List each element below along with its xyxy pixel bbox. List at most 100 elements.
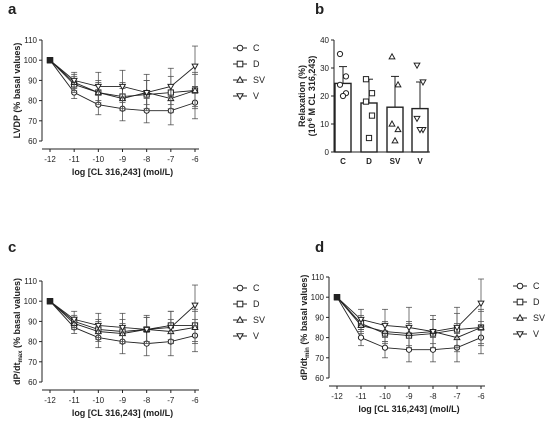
panel-c-legend-label: V (253, 331, 259, 341)
panel-b-category-label: C (340, 157, 346, 166)
panel-a-x-tick-label: -12 (44, 155, 56, 164)
panel-label-c: c (8, 239, 16, 256)
panel-b-data-point (339, 92, 347, 100)
panel-b-y-tick-label: 20 (320, 92, 329, 101)
panel-a-legend-label: V (253, 91, 259, 101)
panel-a-data-point (167, 83, 175, 91)
panel-b-data-point (413, 115, 421, 123)
panel-b-data-point (368, 112, 376, 119)
panel-a-legend-label: D (253, 59, 260, 69)
panel-d-legend-label: SV (533, 313, 545, 323)
panel-c-legend-label: D (253, 299, 260, 309)
panel-d-data-point (357, 334, 365, 341)
panel-a-x-tick-label: -11 (69, 155, 81, 164)
panel-c-x-tick-label: -9 (119, 396, 127, 405)
panel-d-data-point (429, 328, 437, 336)
panel-d-data-point (357, 316, 365, 324)
panel-c-x-tick-label: -8 (143, 396, 151, 405)
panel-d-legend-label: V (533, 329, 539, 339)
panel-b-data-point (336, 81, 344, 88)
panel-d-y-label-rest: (% basal values) (299, 275, 309, 348)
panel-c-x-tick-label: -12 (44, 396, 56, 405)
panel-d-x-tick-label: -6 (477, 392, 485, 401)
panel-c-data-point (142, 326, 151, 334)
panel-b-data-point (419, 79, 427, 87)
panel-c-x-tick-label: -6 (191, 396, 199, 405)
panel-d-legend-marker (516, 331, 524, 339)
panel-a-x-tick-label: -10 (93, 155, 105, 164)
panel-d-y-tick-label: 70 (315, 354, 324, 363)
panel-a-data-point (118, 83, 127, 91)
panel-b-data-point (391, 136, 399, 144)
panel-b-y-tick-label: 0 (325, 148, 330, 157)
panel-label-a: a (8, 1, 17, 18)
panel-d-x-tick-label: -8 (429, 392, 437, 401)
panel-b-data-point (365, 134, 373, 142)
panel-b-data-point (416, 127, 424, 134)
panel-a-y-tick-label: 70 (28, 117, 37, 126)
panel-c-x-tick-label: -11 (69, 396, 81, 405)
panel-c-x-tick-label: -10 (93, 396, 105, 405)
panel-d-legend-marker (516, 313, 524, 321)
panel-c-y-label-main: dP/dt (12, 363, 22, 386)
panel-d-x-tick-label: -7 (453, 392, 461, 401)
panel-c-y-label-subscript: max (18, 350, 24, 363)
panel-b-data-point (362, 98, 370, 105)
panel-c-y-axis-label: dP/dtmax (% basal values) (12, 278, 24, 385)
panel-c-x-axis-label: log [CL 316,243] (mol/L) (72, 408, 173, 418)
panel-a-legend-marker (236, 60, 244, 68)
panel-c-y-tick-label: 110 (24, 277, 37, 286)
panel-a-data-point (94, 83, 103, 91)
panel-d-x-tick-label: -10 (379, 392, 391, 401)
panel-c-data-point (70, 316, 78, 324)
panel-b-data-point (413, 62, 421, 70)
panel-d-x-tick-label: -9 (405, 392, 413, 401)
panel-b-bar (360, 102, 378, 153)
panel-d-data-point (477, 300, 485, 308)
panel-d-y-axis-label: dP/dtmin (% basal values) (299, 275, 311, 381)
panel-b-data-point (336, 50, 344, 58)
panel-d-legend-label: D (533, 297, 540, 307)
panel-c-legend-marker (236, 284, 244, 292)
panel-a-legend-marker (236, 44, 244, 52)
panel-b-data-point (388, 119, 396, 127)
panel-d-y-label-main: dP/dt (299, 358, 309, 381)
panel-b-data-point (394, 80, 402, 88)
panel-c-y-tick-label: 100 (24, 297, 38, 306)
panel-c-data-point (191, 302, 199, 310)
panel-a-y-tick-label: 90 (28, 76, 37, 85)
panel-c-y-tick-label: 70 (28, 358, 37, 367)
panel-b-y-tick-label: 10 (320, 120, 329, 129)
panel-d-x-tick-label: -12 (331, 392, 343, 401)
panel-d-y-tick-label: 110 (311, 273, 324, 282)
panel-a-data-point (191, 86, 199, 94)
panel-a-data-point (191, 63, 199, 71)
panel-c-y-label-rest: (% basal values) (12, 278, 22, 351)
panel-a-legend-label: C (253, 43, 260, 53)
panel-c-data-point (46, 298, 54, 305)
panel-d-y-label-subscript: min (305, 347, 311, 358)
panel-b-y-tick-label: 30 (320, 64, 329, 73)
panel-b-data-point (394, 125, 402, 133)
panel-b-y-label-part: M CL 316,243) (307, 56, 317, 118)
panel-c-data-point (118, 324, 127, 332)
panel-d-y-tick-label: 90 (315, 313, 324, 322)
panel-c-legend-label: C (253, 283, 260, 293)
panel-d-data-point (453, 324, 461, 332)
panel-d-x-axis-label: log [CL 316,243] (mol/L) (358, 404, 459, 414)
panel-c-data-point (167, 324, 175, 332)
panel-d-legend-label: C (533, 281, 540, 291)
panel-b-category-label: SV (390, 157, 401, 166)
panel-b-data-point (368, 90, 376, 97)
panel-d-y-tick-label: 80 (315, 334, 324, 343)
panel-d-legend-marker (516, 282, 524, 290)
panel-a-y-tick-label: 100 (24, 56, 38, 65)
panel-a-y-tick-label: 110 (24, 36, 37, 45)
panel-b-category-label: V (417, 157, 423, 166)
panel-a-x-tick-label: -6 (191, 155, 199, 164)
panel-a-y-tick-label: 80 (28, 97, 37, 106)
panel-a-data-point (142, 89, 151, 97)
panel-d-data-point (381, 344, 389, 351)
panel-d-legend-marker (516, 298, 524, 306)
